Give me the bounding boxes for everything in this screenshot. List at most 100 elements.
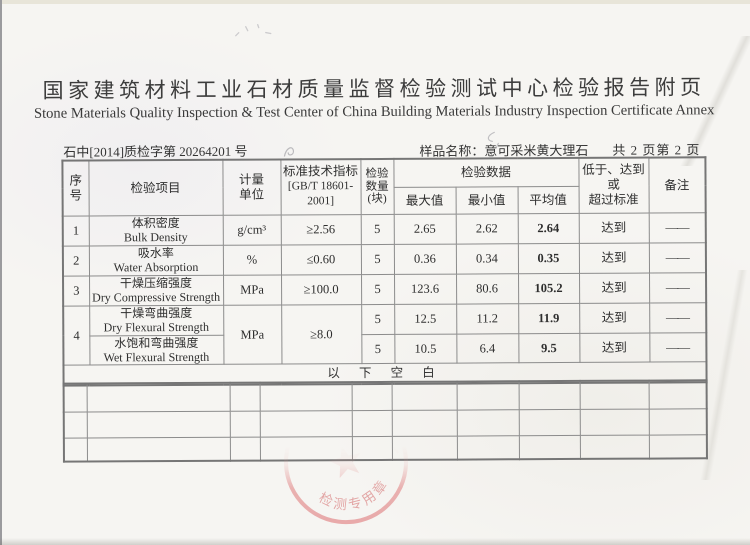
empty-row — [63, 380, 707, 412]
scan-edge-bottom — [0, 538, 750, 545]
pencil-mark — [487, 131, 499, 148]
blank-cell — [229, 382, 260, 411]
cell-unit: % — [222, 244, 282, 275]
cell-grade: 达到 — [579, 332, 650, 362]
cell-unit: MPa — [223, 274, 282, 305]
table-row: 4 干燥弯曲强度 Dry Flexural Strength MPa ≥8.0 … — [63, 302, 707, 365]
cell-item: 体积密度 Bulk Density — [88, 214, 223, 246]
cell-qty: 5 — [360, 213, 394, 245]
blank-cell — [518, 408, 580, 436]
cell-item: 吸水率 Water Absorption — [88, 244, 224, 276]
cell-max: 10.5 — [394, 333, 457, 363]
blank-cell — [456, 435, 519, 460]
table-row: 3 干燥压缩强度 Dry Compressive Strength MPa ≥1… — [63, 272, 707, 306]
table-row: 1 体积密度 Bulk Density g/cm³ ≥2.56 5 2.65 2… — [62, 212, 706, 246]
blank-cell — [391, 381, 457, 410]
blank-cell — [229, 410, 260, 437]
inspection-stamp: 检测专用章 — [283, 445, 408, 525]
cell-min: 6.4 — [456, 333, 519, 363]
empty-row — [63, 408, 707, 438]
blank-cell — [648, 434, 707, 459]
cell-seq: 3 — [63, 275, 90, 306]
cell-item: 水饱和弯曲强度 Wet Flexural Strength — [89, 334, 224, 365]
blank-cell — [351, 409, 392, 437]
cell-min: 11.2 — [456, 303, 519, 334]
cell-standard: ≥100.0 — [281, 274, 362, 305]
blank-cell — [63, 383, 87, 412]
page-subtitle: Stone Materials Quality Inspection & Tes… — [33, 102, 715, 122]
cell-avg: 9.5 — [518, 332, 580, 363]
blank-cell — [63, 437, 87, 462]
stamp-faded-marks — [387, 445, 400, 454]
cell-avg: 105.2 — [518, 272, 580, 304]
stamp-circle — [283, 445, 408, 525]
blank-cell — [648, 380, 707, 409]
col-header-seq: 序 号 — [62, 160, 89, 216]
cell-remark: —— — [648, 242, 707, 273]
cell-unit: MPa — [223, 304, 282, 364]
pencil-mark — [235, 23, 272, 37]
col-header-max: 最大值 — [393, 186, 456, 214]
cell-min: 80.6 — [456, 273, 519, 304]
blank-cell — [518, 434, 580, 460]
blank-cell — [63, 411, 87, 438]
pencil-mark — [283, 147, 294, 157]
cell-standard: ≤0.60 — [280, 244, 362, 275]
col-header-data-group: 检验数据 — [393, 157, 579, 187]
cell-seq: 2 — [62, 245, 90, 276]
star-icon — [328, 445, 361, 478]
cell-grade: 达到 — [579, 272, 650, 303]
cell-grade: 达到 — [578, 212, 649, 243]
cell-min: 2.62 — [455, 213, 518, 244]
scan-edge-top — [0, 0, 750, 4]
blank-cell — [86, 410, 230, 438]
cell-avg: 2.64 — [517, 212, 579, 244]
col-header-unit: 计量 单位 — [222, 159, 281, 215]
cell-qty: 5 — [361, 273, 395, 305]
cell-standard: ≥2.56 — [280, 214, 361, 245]
cell-remark: —— — [648, 212, 706, 243]
cell-item: 干燥弯曲强度 Dry Flexural Strength — [89, 304, 224, 336]
col-header-grade: 低于、达到或 超过标准 — [578, 157, 649, 213]
cell-remark: —— — [649, 332, 707, 362]
cell-max: 0.36 — [393, 243, 457, 274]
col-header-remark: 备注 — [648, 157, 706, 213]
stamp-text: 检测专用章 — [313, 472, 395, 520]
blank-cell — [86, 436, 230, 462]
cell-qty: 5 — [361, 333, 395, 364]
col-header-qty: 检验 数量 (块) — [360, 158, 394, 215]
scan-edge-left — [0, 0, 2, 545]
col-header-standard: 标准技术指标 [GB/T 18601-2001] — [280, 159, 361, 215]
document-number: 石中[2014]质检字第 20264201 号 — [63, 143, 248, 160]
cell-item: 干燥压缩强度 Dry Compressive Strength — [89, 274, 224, 306]
cell-seq: 4 — [63, 305, 90, 365]
cell-max: 12.5 — [394, 303, 457, 334]
blank-cell — [86, 382, 230, 412]
page-title: 国家建筑材料工业石材质量监督检验测试中心检验报告附页 — [42, 75, 706, 103]
cell-remark: —— — [649, 272, 707, 303]
cell-avg: 11.9 — [518, 302, 580, 334]
cell-remark: —— — [649, 302, 707, 333]
cell-qty: 5 — [360, 243, 395, 275]
cell-avg: 0.35 — [517, 242, 580, 274]
blank-cell — [579, 434, 649, 459]
col-header-avg: 平均值 — [517, 185, 579, 214]
cell-grade: 达到 — [579, 302, 650, 333]
blank-cell — [259, 410, 352, 437]
blank-cell — [648, 408, 707, 435]
blank-cell — [579, 408, 649, 435]
col-header-min: 最小值 — [455, 186, 518, 214]
blank-cell — [456, 409, 519, 436]
blank-cell — [579, 380, 649, 409]
cell-max: 123.6 — [394, 273, 457, 304]
cell-unit: g/cm³ — [222, 214, 281, 245]
cell-qty: 5 — [361, 303, 395, 335]
blank-cell — [229, 436, 260, 461]
results-table: 序 号 检验项目 计量 单位 标准技术指标 [GB/T 18601-2001] … — [61, 156, 708, 387]
blank-cell — [259, 382, 352, 411]
table-row: 2 吸水率 Water Absorption % ≤0.60 5 0.36 0.… — [62, 242, 707, 276]
cell-seq: 1 — [62, 215, 89, 246]
blank-cell — [518, 380, 580, 410]
